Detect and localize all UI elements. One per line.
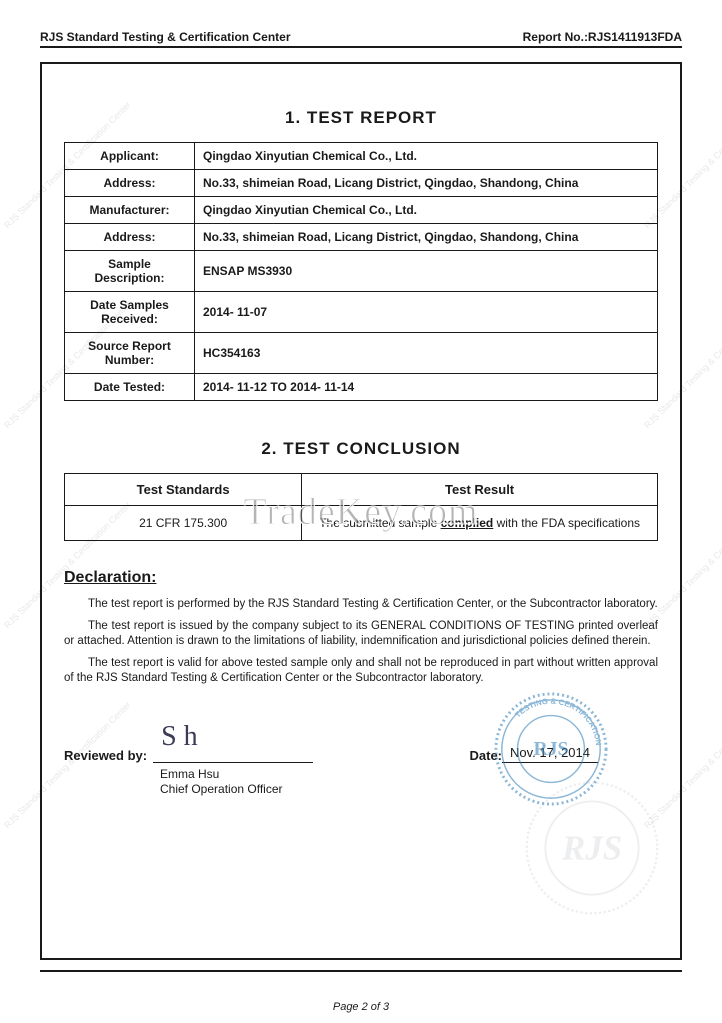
row-label: Source Report Number: [65, 333, 195, 374]
result-prefix: The submitted sample [319, 516, 440, 530]
reviewed-by-label: Reviewed by: [64, 748, 147, 763]
header-report-no: Report No.:RJS1411913FDA [523, 30, 682, 44]
row-label: Date Tested: [65, 374, 195, 401]
signature-row: Reviewed by: S h Date: Nov. 17, 2014 [64, 735, 658, 763]
declaration-p3: The test report is valid for above teste… [64, 656, 658, 687]
declaration-p2: The test report is issued by the company… [64, 619, 658, 650]
cell-standard: 21 CFR 175.300 [65, 506, 302, 541]
signer-name: Emma Hsu [160, 767, 658, 783]
date-value: Nov. 17, 2014 [502, 745, 598, 763]
table-row: Address:No.33, shimeian Road, Licang Dis… [65, 224, 658, 251]
date-label: Date: [470, 748, 503, 763]
footer-rule [40, 970, 682, 972]
row-value: No.33, shimeian Road, Licang District, Q… [195, 224, 658, 251]
section-1-title: 1. TEST REPORT [64, 108, 658, 128]
table-row: Date Samples Received:2014- 11-07 [65, 292, 658, 333]
row-value: Qingdao Xinyutian Chemical Co., Ltd. [195, 143, 658, 170]
signature-line: S h [153, 735, 313, 763]
row-value: HC354163 [195, 333, 658, 374]
row-label: Manufacturer: [65, 197, 195, 224]
test-conclusion-table: Test Standards Test Result 21 CFR 175.30… [64, 473, 658, 541]
row-value: 2014- 11-12 TO 2014- 11-14 [195, 374, 658, 401]
row-value: No.33, shimeian Road, Licang District, Q… [195, 170, 658, 197]
page-header: RJS Standard Testing & Certification Cen… [40, 30, 682, 48]
table-row: Source Report Number:HC354163 [65, 333, 658, 374]
table-row: Address:No.33, shimeian Road, Licang Dis… [65, 170, 658, 197]
declaration-title: Declaration: [64, 569, 658, 587]
col-standards: Test Standards [65, 474, 302, 506]
test-report-table: Applicant:Qingdao Xinyutian Chemical Co.… [64, 142, 658, 401]
col-result: Test Result [302, 474, 658, 506]
document-page: RJS Standard Testing & Certification Cen… [0, 0, 722, 1023]
row-label: Date Samples Received: [65, 292, 195, 333]
row-value: ENSAP MS3930 [195, 251, 658, 292]
svg-text:RJS: RJS [561, 829, 622, 868]
emboss-stamp: RJS [522, 778, 662, 918]
declaration-p1: The test report is performed by the RJS … [64, 597, 658, 613]
table-row: Sample Description:ENSAP MS3930 [65, 251, 658, 292]
section-2-title: 2. TEST CONCLUSION [64, 439, 658, 459]
page-footer: Page 2 of 3 [0, 1001, 722, 1013]
content-frame: 1. TEST REPORT Applicant:Qingdao Xinyuti… [40, 62, 682, 960]
row-label: Address: [65, 170, 195, 197]
table-row: Date Tested:2014- 11-12 TO 2014- 11-14 [65, 374, 658, 401]
result-keyword: complied [441, 516, 494, 530]
table-row: Manufacturer:Qingdao Xinyutian Chemical … [65, 197, 658, 224]
signer-block: Emma Hsu Chief Operation Officer [160, 767, 658, 798]
signer-title: Chief Operation Officer [160, 782, 658, 798]
cell-result: The submitted sample complied with the F… [302, 506, 658, 541]
row-label: Address: [65, 224, 195, 251]
row-label: Applicant: [65, 143, 195, 170]
row-value: 2014- 11-07 [195, 292, 658, 333]
table-row: Applicant:Qingdao Xinyutian Chemical Co.… [65, 143, 658, 170]
result-suffix: with the FDA specifications [493, 516, 640, 530]
row-label: Sample Description: [65, 251, 195, 292]
signature-scribble: S h [161, 721, 198, 753]
row-value: Qingdao Xinyutian Chemical Co., Ltd. [195, 197, 658, 224]
header-org: RJS Standard Testing & Certification Cen… [40, 30, 290, 44]
